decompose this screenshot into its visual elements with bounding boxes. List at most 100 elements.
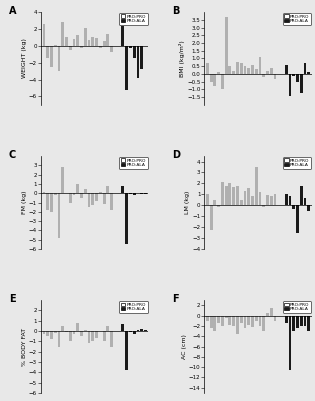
Bar — [106, 326, 109, 331]
Bar — [236, 316, 239, 334]
Bar — [236, 62, 239, 74]
Bar — [240, 200, 243, 205]
Bar — [285, 316, 288, 323]
Bar — [300, 316, 303, 326]
Bar — [270, 196, 273, 205]
Bar — [274, 316, 277, 321]
Bar — [129, 193, 132, 194]
Bar — [225, 316, 227, 318]
Bar — [69, 46, 72, 50]
Bar — [140, 193, 143, 194]
Bar — [43, 24, 45, 46]
Bar — [221, 182, 224, 205]
Bar — [240, 63, 243, 74]
Bar — [133, 46, 135, 59]
Bar — [232, 71, 235, 74]
Bar — [214, 74, 216, 86]
Bar — [76, 184, 79, 193]
Text: A: A — [9, 6, 16, 16]
Y-axis label: LM (kg): LM (kg) — [185, 191, 190, 214]
Bar — [259, 192, 261, 205]
Bar — [243, 66, 246, 74]
Bar — [274, 74, 277, 79]
Bar — [304, 63, 306, 74]
Bar — [76, 35, 79, 46]
Bar — [210, 74, 213, 82]
Bar — [99, 46, 102, 47]
Bar — [255, 69, 258, 74]
Bar — [221, 74, 224, 89]
Bar — [270, 68, 273, 74]
Bar — [46, 46, 49, 59]
Y-axis label: FM (kg): FM (kg) — [22, 191, 27, 214]
Bar — [58, 193, 60, 238]
Bar — [43, 192, 45, 193]
Bar — [289, 316, 291, 370]
Bar — [91, 193, 94, 205]
Bar — [206, 316, 209, 321]
Bar — [125, 46, 128, 90]
Bar — [58, 46, 60, 71]
Bar — [251, 196, 254, 205]
Bar — [228, 183, 231, 205]
Legend: PRO:PRO, PRO:ALA: PRO:PRO, PRO:ALA — [119, 301, 147, 313]
Bar — [110, 193, 113, 210]
Bar — [300, 74, 303, 93]
Bar — [84, 190, 87, 193]
Bar — [88, 193, 90, 207]
Bar — [88, 40, 90, 46]
Bar — [54, 331, 57, 333]
Bar — [232, 316, 235, 326]
Bar — [266, 313, 269, 316]
Bar — [84, 28, 87, 46]
Bar — [270, 308, 273, 316]
Bar — [225, 17, 227, 74]
Bar — [274, 194, 277, 205]
Bar — [69, 193, 72, 203]
Bar — [262, 74, 265, 77]
Bar — [103, 193, 106, 205]
Bar — [140, 329, 143, 331]
Bar — [251, 65, 254, 74]
Bar — [221, 316, 224, 326]
Bar — [122, 26, 124, 46]
Bar — [255, 167, 258, 205]
Bar — [289, 196, 291, 205]
Bar — [50, 331, 53, 339]
Bar — [266, 71, 269, 74]
Bar — [210, 205, 213, 231]
Bar — [65, 36, 68, 46]
Bar — [50, 193, 53, 212]
Bar — [43, 331, 45, 334]
Bar — [80, 331, 83, 336]
Bar — [76, 323, 79, 331]
Bar — [217, 205, 220, 207]
Bar — [296, 74, 299, 82]
Text: D: D — [172, 150, 180, 160]
Bar — [140, 46, 143, 69]
Bar — [144, 330, 147, 331]
Bar — [46, 193, 49, 210]
Y-axis label: BMI (kg/m²): BMI (kg/m²) — [179, 40, 185, 77]
Bar — [133, 331, 135, 334]
Bar — [206, 194, 209, 205]
Bar — [73, 39, 75, 46]
Bar — [103, 41, 106, 46]
Bar — [110, 46, 113, 52]
Bar — [133, 193, 135, 195]
Bar — [232, 186, 235, 205]
Bar — [73, 193, 75, 195]
Bar — [247, 68, 250, 74]
Bar — [214, 316, 216, 331]
Bar — [307, 205, 310, 211]
Bar — [110, 331, 113, 346]
Bar — [69, 331, 72, 341]
Bar — [61, 22, 64, 46]
Bar — [129, 331, 132, 332]
Y-axis label: AC (cm): AC (cm) — [182, 334, 187, 359]
Bar — [307, 316, 310, 331]
Bar — [129, 46, 132, 49]
Bar — [136, 330, 139, 331]
Y-axis label: % BODY FAT: % BODY FAT — [22, 328, 27, 366]
Bar — [99, 192, 102, 193]
